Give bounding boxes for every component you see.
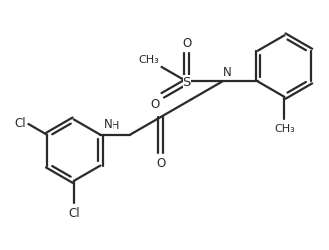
Text: Cl: Cl	[68, 206, 80, 219]
Text: Cl: Cl	[14, 116, 26, 129]
Text: CH₃: CH₃	[274, 124, 295, 134]
Text: O: O	[156, 157, 165, 170]
Text: CH₃: CH₃	[139, 54, 160, 64]
Text: S: S	[183, 76, 191, 88]
Text: N: N	[104, 118, 113, 130]
Text: H: H	[111, 120, 119, 130]
Text: O: O	[182, 37, 191, 50]
Text: O: O	[150, 98, 160, 111]
Text: N: N	[223, 66, 232, 79]
